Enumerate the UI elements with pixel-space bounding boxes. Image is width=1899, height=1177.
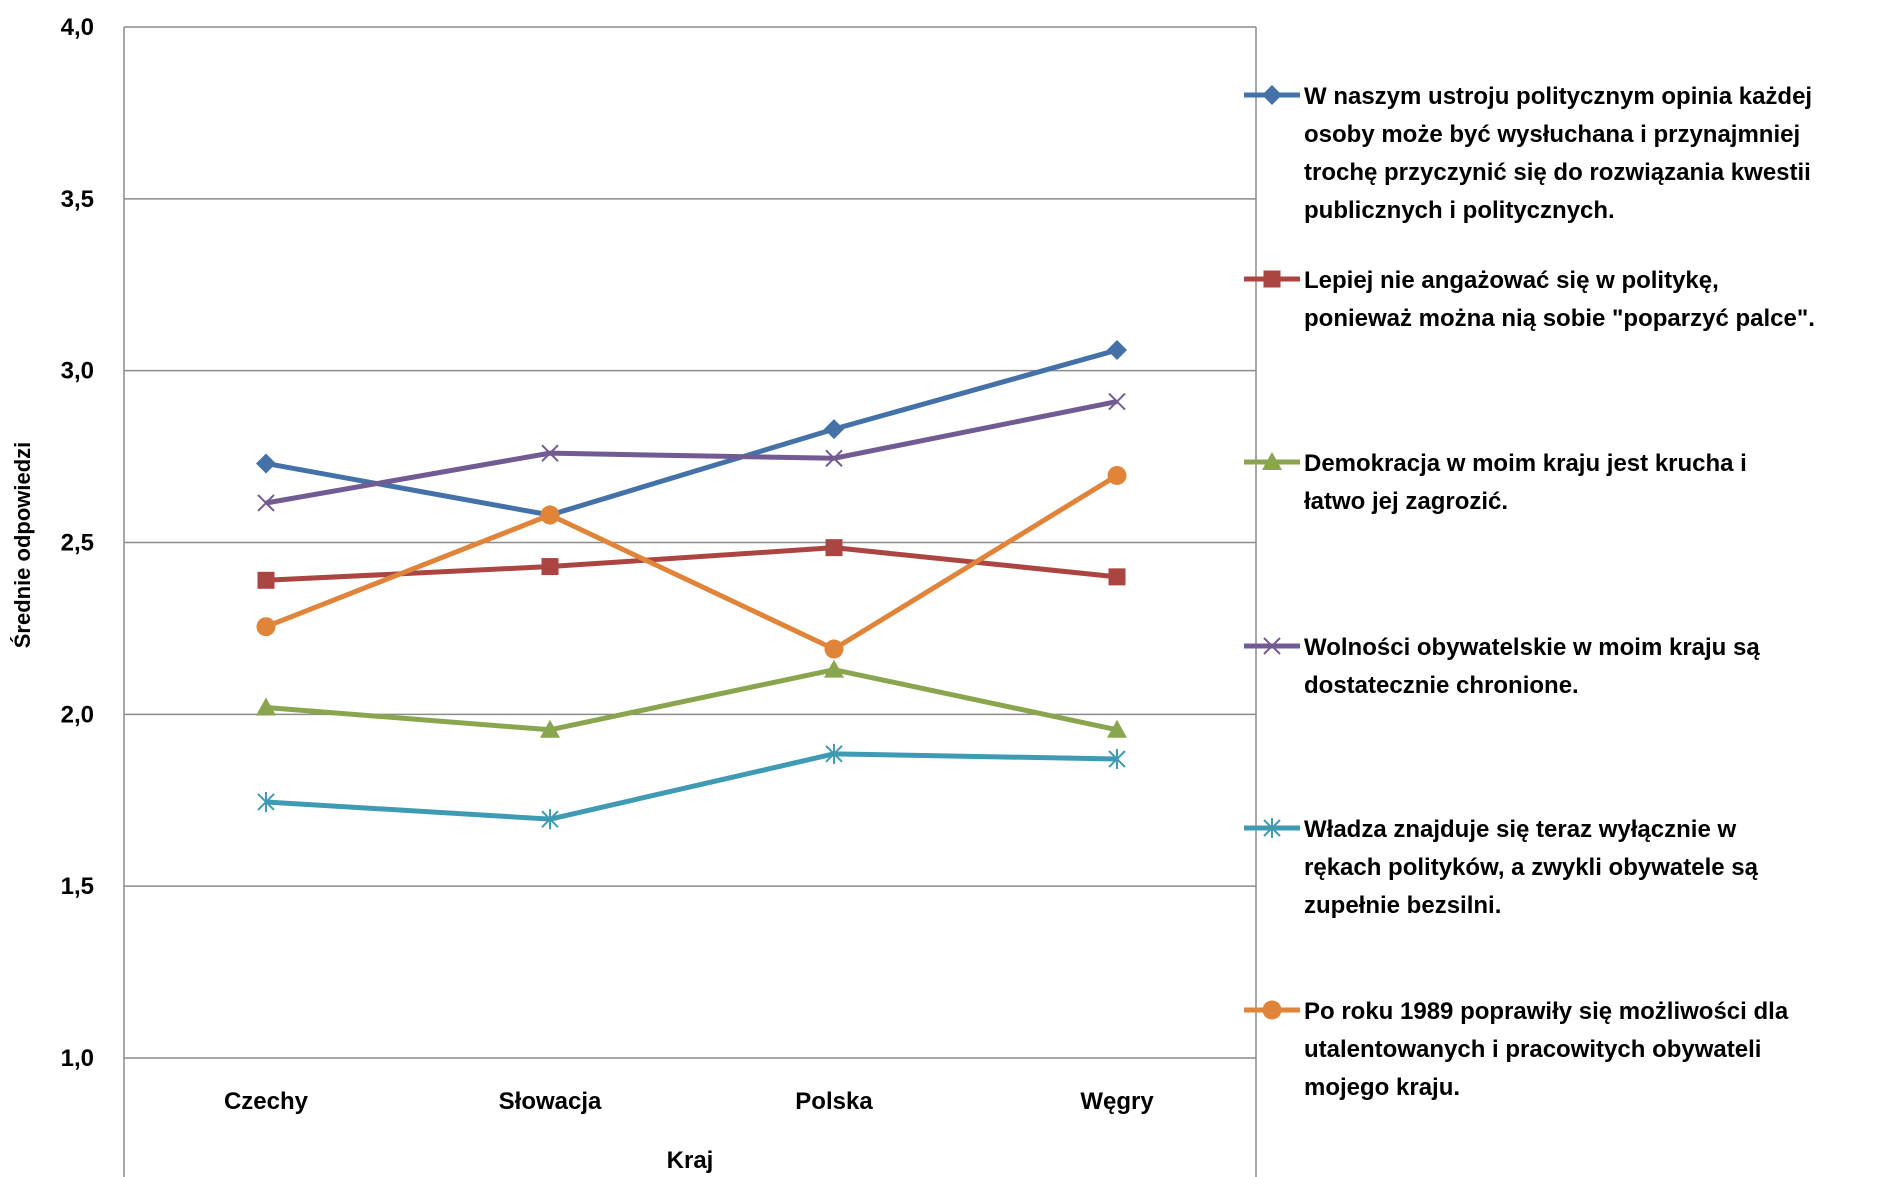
x-tick-label: Czechy — [224, 1088, 309, 1115]
data-point — [257, 494, 275, 512]
legend-label: rękach polityków, a zwykli obywatele są — [1304, 854, 1759, 881]
legend-label: łatwo jej zagrozić. — [1304, 488, 1508, 515]
legend-label: trochę przyczynić się do rozwiązania kwe… — [1304, 159, 1811, 186]
series-line — [265, 399, 1118, 506]
legend-label: utalentowanych i pracowitych obywateli — [1304, 1036, 1761, 1063]
data-point — [257, 571, 275, 589]
y-tick-label: 1,5 — [61, 873, 94, 900]
x-tick-label: Polska — [795, 1088, 873, 1115]
series-3 — [256, 659, 1127, 738]
series-5 — [257, 743, 1126, 830]
y-tick-labels: 1,0 1,5 2,0 2,5 3,0 3,5 4,0 — [61, 14, 94, 1072]
series-line — [265, 473, 1119, 652]
series-line — [265, 347, 1118, 518]
y-axis-label: Średnie odpowiedzi — [10, 442, 35, 649]
legend-entry: Demokracja w moim kraju jest krucha i łat… — [1244, 450, 1747, 515]
legend-label: Demokracja w moim kraju jest krucha i — [1304, 450, 1747, 477]
data-point — [541, 809, 559, 830]
x-tick-labels: Czechy Słowacja Polska Węgry — [224, 1088, 1154, 1115]
series-4 — [257, 392, 1126, 512]
data-point — [256, 617, 276, 637]
data-point — [1107, 719, 1127, 738]
series-1 — [256, 340, 1127, 526]
data-point — [256, 453, 276, 474]
y-tick-label: 2,0 — [61, 701, 94, 728]
data-point — [1108, 568, 1126, 586]
legend-marker — [1263, 818, 1281, 838]
legend-label: osoby może być wysłuchana i przynajmniej — [1304, 121, 1800, 148]
legend-label: zupełnie bezsilni. — [1304, 892, 1501, 919]
y-tick-label: 3,5 — [61, 186, 94, 213]
y-tick-label: 1,0 — [61, 1045, 94, 1072]
legend-marker — [1263, 270, 1281, 288]
legend-label: Po roku 1989 poprawiły się możliwości dl… — [1304, 998, 1789, 1025]
y-tick-label: 3,0 — [61, 358, 94, 385]
data-point — [824, 419, 844, 440]
data-point — [1108, 392, 1126, 411]
legend-entry: W naszym ustroju politycznym opinia każd… — [1244, 83, 1812, 224]
legend: W naszym ustroju politycznym opinia każd… — [1244, 83, 1815, 1101]
legend-marker — [1263, 637, 1281, 655]
data-point — [825, 449, 843, 468]
legend-label: Wolności obywatelskie w moim kraju są — [1304, 634, 1760, 661]
data-point — [825, 743, 843, 764]
y-tick-label: 2,5 — [61, 530, 94, 557]
data-point — [824, 659, 844, 678]
data-point — [540, 719, 560, 738]
legend-entry: Lepiej nie angażować się w politykę, poni… — [1244, 267, 1815, 332]
legend-label: ponieważ można nią sobie "poparzyć palce… — [1304, 305, 1815, 332]
legend-entry: Po roku 1989 poprawiły się możliwości dl… — [1244, 998, 1789, 1101]
data-point — [1107, 340, 1127, 361]
series-group — [256, 340, 1127, 830]
legend-label: Lepiej nie angażować się w politykę, — [1304, 267, 1719, 294]
series-line — [265, 751, 1118, 822]
grid-lines — [124, 26, 1256, 1059]
data-point — [257, 791, 275, 812]
data-point — [540, 505, 560, 525]
data-point — [541, 558, 559, 576]
data-point — [256, 697, 276, 716]
y-tick-label: 4,0 — [61, 14, 94, 41]
x-tick-label: Węgry — [1080, 1088, 1154, 1115]
legend-label: Władza znajduje się teraz wyłącznie w — [1304, 816, 1736, 843]
data-point — [1108, 749, 1126, 770]
legend-marker — [1262, 452, 1282, 470]
legend-label: mojego kraju. — [1304, 1074, 1460, 1101]
legend-entry: Wolności obywatelskie w moim kraju są dos… — [1244, 634, 1760, 699]
legend-label: W naszym ustroju politycznym opinia każd… — [1304, 83, 1812, 110]
legend-label: dostatecznie chronione. — [1304, 672, 1579, 699]
x-tick-label: Słowacja — [499, 1088, 602, 1115]
series-line — [265, 667, 1118, 733]
legend-label: publicznych i politycznych. — [1304, 197, 1615, 224]
legend-marker — [1262, 1000, 1282, 1020]
legend-entry: Władza znajduje się teraz wyłącznie w ręk… — [1244, 816, 1759, 919]
data-point — [825, 539, 843, 557]
data-point — [541, 444, 559, 462]
series-6 — [256, 465, 1127, 659]
data-point — [1107, 465, 1127, 485]
x-axis-label: Kraj — [667, 1147, 714, 1174]
legend-marker — [1262, 85, 1282, 105]
axes — [123, 27, 1257, 1177]
data-point — [824, 639, 844, 659]
